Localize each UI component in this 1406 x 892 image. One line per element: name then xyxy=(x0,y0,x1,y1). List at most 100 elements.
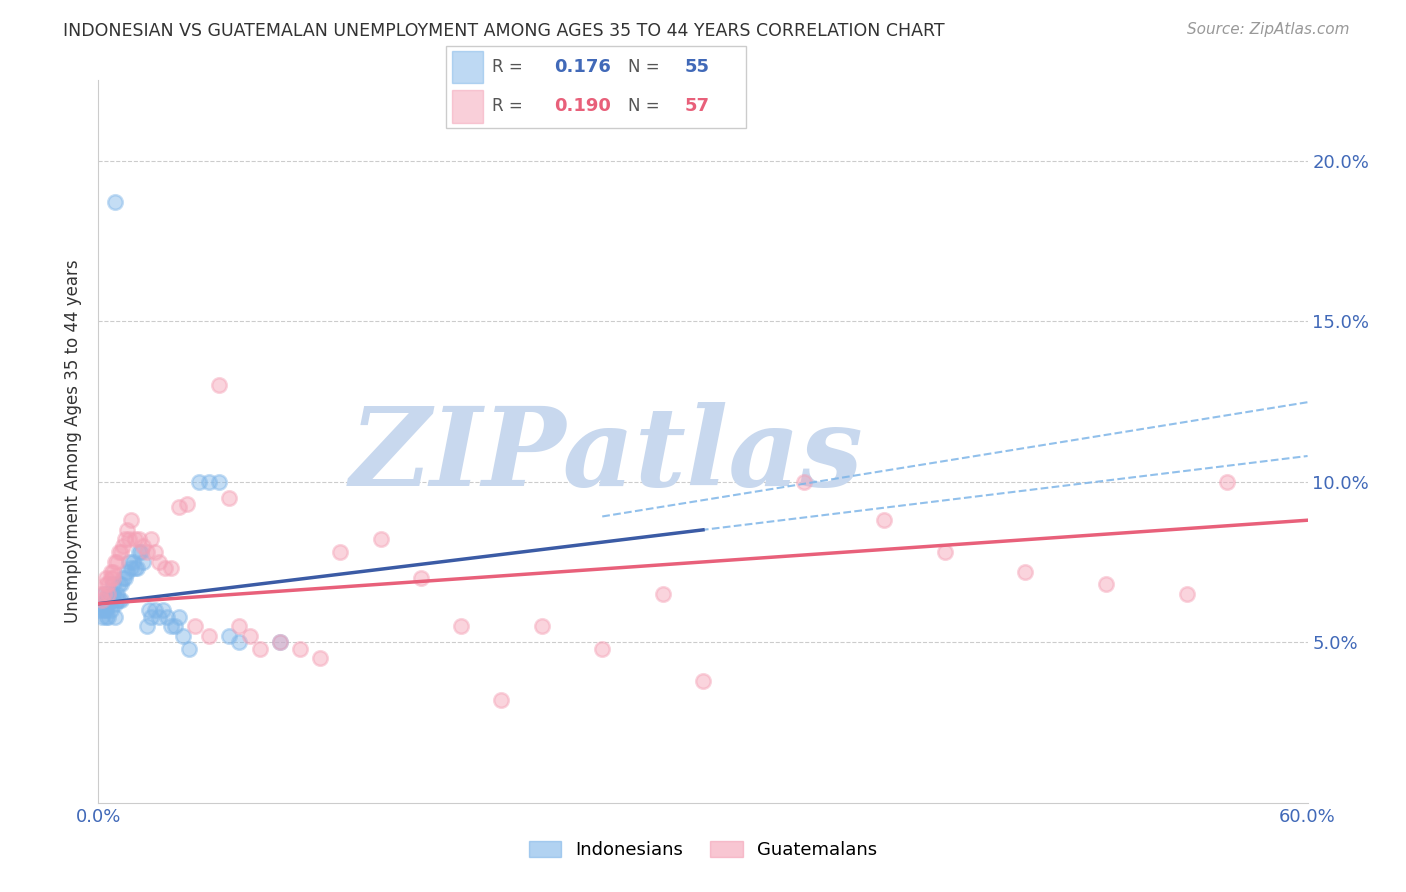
Point xyxy=(93,603,115,617)
Point xyxy=(692,673,714,688)
Point xyxy=(160,561,183,575)
Point xyxy=(148,555,170,569)
Point xyxy=(110,577,132,591)
Point xyxy=(89,603,111,617)
Point xyxy=(167,609,190,624)
Point xyxy=(115,565,138,579)
Point xyxy=(132,539,155,553)
Point xyxy=(139,609,162,624)
Point xyxy=(93,587,115,601)
Point xyxy=(107,545,129,559)
Point xyxy=(100,587,122,601)
Point xyxy=(163,619,186,633)
Point xyxy=(208,475,231,489)
Point xyxy=(96,609,118,624)
Point xyxy=(100,593,122,607)
FancyBboxPatch shape xyxy=(453,90,484,122)
Point xyxy=(143,545,166,559)
Point xyxy=(793,475,815,489)
Point xyxy=(176,497,198,511)
Point xyxy=(96,571,118,585)
Point xyxy=(128,533,150,547)
Point xyxy=(1216,475,1239,489)
Point xyxy=(153,561,176,575)
Point xyxy=(288,641,311,656)
Point xyxy=(105,587,128,601)
Text: 55: 55 xyxy=(685,58,709,76)
Point xyxy=(591,641,613,656)
Point xyxy=(152,603,174,617)
Text: ZIPatlas: ZIPatlas xyxy=(349,402,863,509)
FancyBboxPatch shape xyxy=(453,51,484,83)
Point xyxy=(184,619,207,633)
Point xyxy=(198,475,221,489)
Point xyxy=(450,619,472,633)
Point xyxy=(239,629,262,643)
Point xyxy=(309,651,332,665)
Point xyxy=(107,593,129,607)
Point xyxy=(228,619,250,633)
Point xyxy=(101,577,124,591)
Point xyxy=(329,545,352,559)
Point xyxy=(228,635,250,649)
Y-axis label: Unemployment Among Ages 35 to 44 years: Unemployment Among Ages 35 to 44 years xyxy=(65,260,83,624)
Text: Source: ZipAtlas.com: Source: ZipAtlas.com xyxy=(1187,22,1350,37)
Point xyxy=(91,593,114,607)
FancyBboxPatch shape xyxy=(446,46,747,128)
Point xyxy=(172,629,194,643)
Point xyxy=(105,593,128,607)
Point xyxy=(97,597,120,611)
Point xyxy=(139,533,162,547)
Text: INDONESIAN VS GUATEMALAN UNEMPLOYMENT AMONG AGES 35 TO 44 YEARS CORRELATION CHAR: INDONESIAN VS GUATEMALAN UNEMPLOYMENT AM… xyxy=(63,22,945,40)
Point xyxy=(125,561,148,575)
Point xyxy=(118,533,141,547)
Point xyxy=(114,571,136,585)
Point xyxy=(115,523,138,537)
Point xyxy=(409,571,432,585)
Point xyxy=(111,539,134,553)
Point xyxy=(124,561,146,575)
Text: 57: 57 xyxy=(685,97,709,115)
Text: 0.176: 0.176 xyxy=(554,58,612,76)
Point xyxy=(138,603,160,617)
Point xyxy=(97,577,120,591)
Point xyxy=(208,378,231,392)
Point xyxy=(218,491,240,505)
Point xyxy=(91,609,114,624)
Point xyxy=(101,565,124,579)
Point xyxy=(100,565,122,579)
Point xyxy=(135,545,157,559)
Point xyxy=(148,609,170,624)
Point xyxy=(96,603,118,617)
Point xyxy=(100,603,122,617)
Point xyxy=(120,561,142,575)
Point xyxy=(179,641,201,656)
Point xyxy=(103,555,125,569)
Point xyxy=(97,609,120,624)
Point xyxy=(111,571,134,585)
Point xyxy=(128,545,150,559)
Point xyxy=(1175,587,1198,601)
Point xyxy=(103,597,125,611)
Point xyxy=(96,593,118,607)
Text: N =: N = xyxy=(628,97,659,115)
Point xyxy=(249,641,271,656)
Text: N =: N = xyxy=(628,58,659,76)
Point xyxy=(96,577,118,591)
Point xyxy=(132,555,155,569)
Point xyxy=(370,533,392,547)
Point xyxy=(1095,577,1118,591)
Point xyxy=(93,587,115,601)
Point xyxy=(198,629,221,643)
Point xyxy=(118,555,141,569)
Point xyxy=(121,555,143,569)
Point xyxy=(105,555,128,569)
Point xyxy=(218,629,240,643)
Legend: Indonesians, Guatemalans: Indonesians, Guatemalans xyxy=(522,833,884,866)
Point xyxy=(114,533,136,547)
Point xyxy=(100,571,122,585)
Point xyxy=(110,593,132,607)
Point xyxy=(143,603,166,617)
Point xyxy=(873,513,896,527)
Point xyxy=(651,587,673,601)
